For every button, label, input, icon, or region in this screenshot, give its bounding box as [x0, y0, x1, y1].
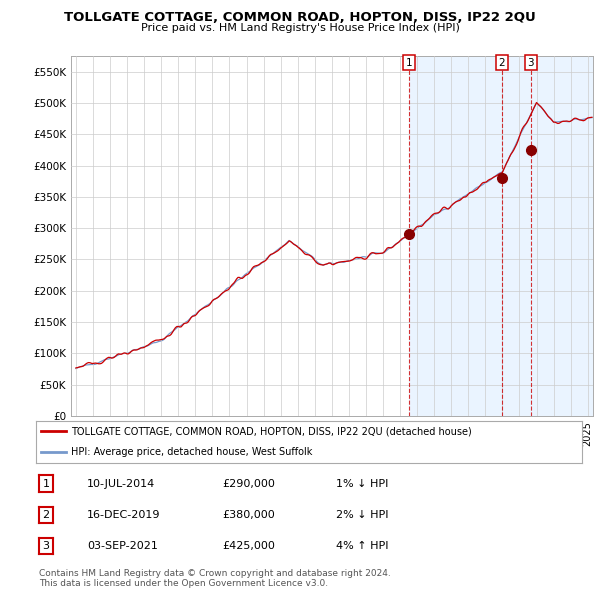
Text: HPI: Average price, detached house, West Suffolk: HPI: Average price, detached house, West…	[71, 447, 313, 457]
Text: 4% ↑ HPI: 4% ↑ HPI	[336, 541, 389, 551]
Text: 1: 1	[406, 58, 412, 68]
Text: 2: 2	[499, 58, 505, 68]
Text: 03-SEP-2021: 03-SEP-2021	[87, 541, 158, 551]
Text: Contains HM Land Registry data © Crown copyright and database right 2024.
This d: Contains HM Land Registry data © Crown c…	[39, 569, 391, 588]
Text: 1% ↓ HPI: 1% ↓ HPI	[336, 478, 388, 489]
Text: TOLLGATE COTTAGE, COMMON ROAD, HOPTON, DISS, IP22 2QU (detached house): TOLLGATE COTTAGE, COMMON ROAD, HOPTON, D…	[71, 427, 472, 436]
Text: 2: 2	[43, 510, 50, 520]
Text: 16-DEC-2019: 16-DEC-2019	[87, 510, 161, 520]
Text: 1: 1	[43, 478, 50, 489]
Text: Price paid vs. HM Land Registry's House Price Index (HPI): Price paid vs. HM Land Registry's House …	[140, 23, 460, 33]
Text: £290,000: £290,000	[222, 478, 275, 489]
Bar	[409, 56, 593, 416]
Text: 2% ↓ HPI: 2% ↓ HPI	[336, 510, 389, 520]
Text: 10-JUL-2014: 10-JUL-2014	[87, 478, 155, 489]
Text: 3: 3	[527, 58, 534, 68]
Text: 3: 3	[43, 541, 50, 551]
Text: £380,000: £380,000	[222, 510, 275, 520]
Text: TOLLGATE COTTAGE, COMMON ROAD, HOPTON, DISS, IP22 2QU: TOLLGATE COTTAGE, COMMON ROAD, HOPTON, D…	[64, 11, 536, 24]
Text: £425,000: £425,000	[222, 541, 275, 551]
